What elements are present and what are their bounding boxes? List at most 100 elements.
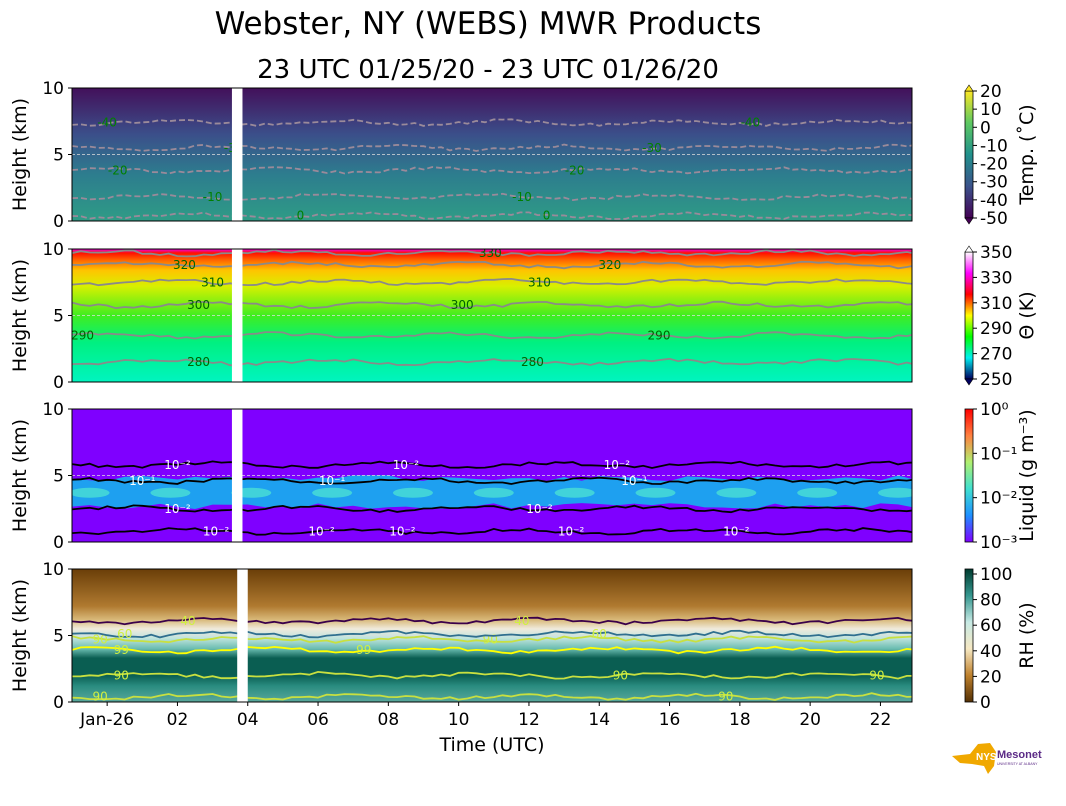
- xtick-label: 02: [167, 710, 189, 730]
- colorbar-tick-label: -10: [980, 136, 1008, 156]
- missing-data-gap: [237, 569, 248, 702]
- contour-label: -20: [565, 163, 585, 177]
- contour-label: 290: [71, 328, 94, 342]
- contour-label: 320: [173, 258, 196, 272]
- contour-label: -40: [741, 116, 761, 130]
- contour-label: 10⁻²: [389, 524, 416, 538]
- liquid-core: [797, 487, 838, 498]
- liquid-core: [554, 487, 595, 498]
- contour-10⁻²: [72, 527, 912, 536]
- colorbar-temperature: [964, 90, 974, 219]
- figure-subtitle: 23 UTC 01/25/20 - 23 UTC 01/26/20: [257, 55, 719, 85]
- ylabel: Height (km): [9, 98, 31, 211]
- contour-label: 99: [356, 643, 371, 657]
- contour-label: -10: [512, 190, 532, 204]
- contour-310: [72, 277, 912, 287]
- ytick-label: 10: [42, 240, 64, 260]
- contour-label: 0: [543, 209, 551, 223]
- colorbar-tick-label: 40: [980, 642, 1002, 662]
- ytick-label: 0: [53, 693, 64, 713]
- contour-label: 310: [201, 275, 224, 289]
- ytick-label: 5: [53, 307, 64, 327]
- contour-330: [72, 249, 912, 258]
- svg-text:UNIVERSITY AT ALBANY: UNIVERSITY AT ALBANY: [997, 762, 1038, 766]
- missing-data-gap: [231, 88, 243, 221]
- contour-label: -20: [108, 163, 128, 177]
- colorbar-liquid: [964, 408, 974, 543]
- ylabel: Height (km): [9, 579, 31, 692]
- contour--10: [72, 192, 912, 202]
- ytick-label: 0: [53, 533, 64, 553]
- colorbar-tick-label: 290: [980, 319, 1012, 339]
- xtick-label: 04: [237, 710, 259, 730]
- panel-liquid: 10⁻² 10⁻² 10⁻² 10⁻¹ 10⁻¹ 10⁻¹ 10⁻² 10⁻² 10⁻² 10⁻²…: [72, 409, 912, 542]
- liquid-core: [878, 487, 912, 498]
- svg-text:Mesonet: Mesonet: [997, 749, 1042, 761]
- contour-label: 10⁻¹: [129, 474, 156, 488]
- contour-label: 300: [451, 298, 474, 312]
- contour-label: 40: [514, 614, 529, 628]
- colorbar-extend-bottom: [964, 217, 974, 225]
- contour-label: 330: [479, 246, 502, 260]
- contour-label: 10⁻²: [164, 458, 191, 472]
- contour-40: [72, 616, 912, 626]
- ytick-label: 10: [42, 79, 64, 99]
- contour-320: [72, 260, 912, 270]
- contour-label: 90: [114, 668, 129, 682]
- colorbar-rh: [964, 568, 974, 703]
- contour--30: [72, 143, 912, 152]
- contour--20: [72, 166, 912, 175]
- panel-theta: 280 280 290 290 300 300 310 310 320 320 330: [71, 246, 912, 382]
- colorbar-tick-label: 0: [980, 118, 991, 138]
- contour-label: -40: [97, 116, 117, 130]
- xtick-label: Jan-26: [79, 710, 134, 730]
- colorbar-tick-label: 20: [980, 667, 1002, 687]
- contour-300: [72, 300, 912, 310]
- contour-90: [72, 670, 912, 680]
- ylabel: Height (km): [9, 259, 31, 372]
- contour-99: [72, 645, 912, 655]
- liquid-core: [312, 487, 353, 498]
- xtick-label: 10: [448, 710, 470, 730]
- colorbar-tick-label: -20: [980, 155, 1008, 175]
- xtick-label: 08: [378, 710, 400, 730]
- colorbar-tick-label: 10: [980, 100, 1002, 120]
- liquid-core: [716, 487, 757, 498]
- ytick-label: 10: [42, 400, 64, 420]
- colorbar-label: Temp. (˚C): [1016, 104, 1038, 205]
- contour-label: 0: [297, 209, 305, 223]
- contour-90: [72, 692, 912, 701]
- colorbar-tick-label: 10⁻³: [980, 533, 1017, 553]
- colorbar-tick-label: -40: [980, 191, 1008, 211]
- xtick-label: 06: [307, 710, 329, 730]
- ytick-label: 0: [53, 212, 64, 232]
- ytick-label: 5: [53, 146, 64, 166]
- colorbar-tick-label: 60: [980, 616, 1002, 636]
- colorbar-extend-top: [964, 245, 974, 253]
- contour-label: 10⁻²: [558, 524, 585, 538]
- contour-label: 300: [187, 298, 210, 312]
- contour-label: 10⁻²: [526, 502, 553, 516]
- ytick-label: 10: [42, 560, 64, 580]
- contour-label: 10⁻²: [203, 524, 230, 538]
- contour-label: 99: [114, 643, 129, 657]
- contour-label: 280: [187, 355, 210, 369]
- contour-label: 10⁻²: [308, 524, 335, 538]
- contour-label: 10⁻¹: [621, 474, 648, 488]
- xtick-label: 20: [799, 710, 821, 730]
- ylabel: Height (km): [9, 419, 31, 532]
- contour-label: 40: [180, 614, 195, 628]
- missing-data-gap: [231, 249, 243, 382]
- colorbar-tick-label: 10⁰: [980, 400, 1009, 420]
- colorbar-tick-label: 250: [980, 370, 1012, 390]
- xtick-label: 12: [518, 710, 540, 730]
- missing-data-gap: [231, 409, 243, 542]
- liquid-core: [392, 487, 433, 498]
- contour-label: 10⁻²: [723, 524, 750, 538]
- xtick-label: 22: [870, 710, 892, 730]
- ytick-label: 0: [53, 373, 64, 393]
- liquid-core: [150, 487, 191, 498]
- panel-temperature: 00-10-10-20-20-30-30-40-40: [72, 88, 912, 223]
- contour--40: [72, 118, 912, 127]
